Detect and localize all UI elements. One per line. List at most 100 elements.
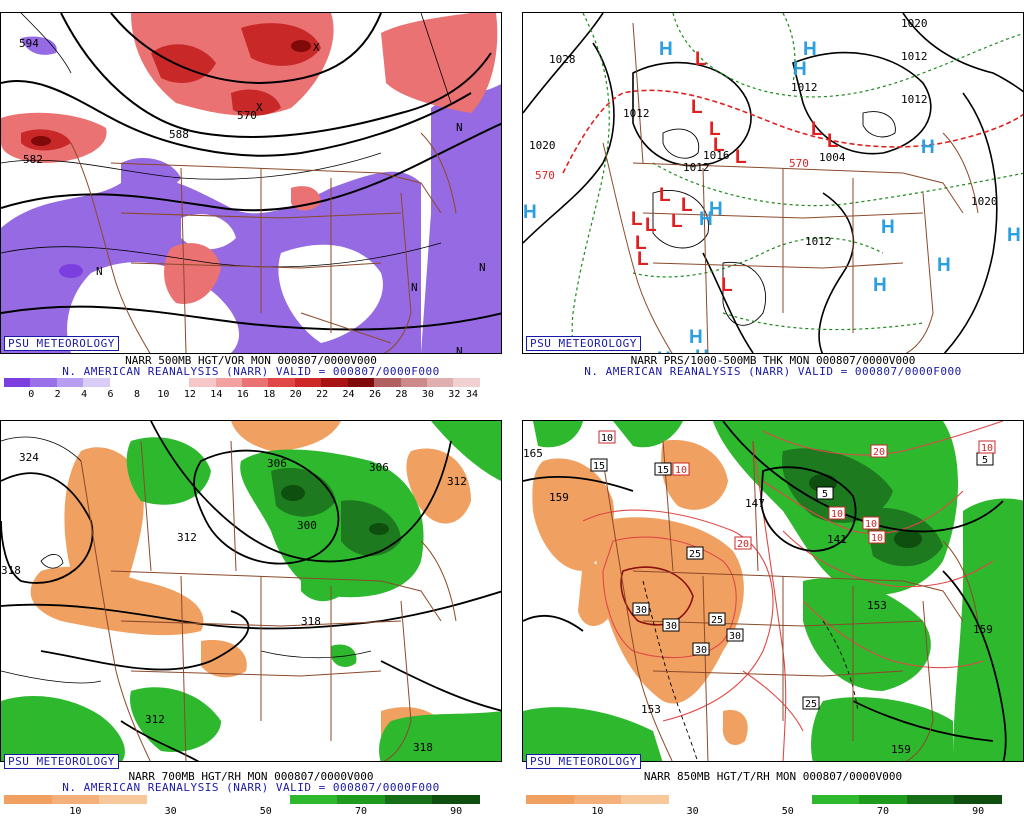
low-pressure-icon: L	[735, 147, 747, 168]
svg-text:5: 5	[982, 455, 988, 466]
colorbar-swatch	[716, 795, 764, 804]
colorbar-label: 20	[289, 389, 302, 400]
vorticity-colorbar-labels: 0 2 4 6 8 10 12 14 16 18 20 22 24 26 28 30 32 34	[4, 389, 480, 401]
contour-label: 147	[745, 497, 765, 510]
high-pressure-icon: H	[921, 137, 935, 158]
colorbar-label: 14	[210, 389, 223, 400]
contour-label: 318	[413, 741, 433, 754]
contour-label: 306	[267, 457, 287, 470]
contour-label: 153	[641, 703, 661, 716]
low-pressure-icon: L	[631, 209, 643, 230]
colorbar-swatch	[526, 795, 574, 804]
colorbar-swatch	[621, 795, 669, 804]
high-pressure-icon: H	[755, 352, 769, 354]
contour-label: 594	[19, 37, 39, 50]
low-pressure-icon: L	[637, 249, 649, 270]
contour-label: 153	[867, 599, 887, 612]
svg-text:20: 20	[873, 447, 885, 458]
high-pressure-icon: H	[881, 217, 895, 238]
vorticity-max-marker: X	[313, 41, 320, 54]
contour-label: 159	[891, 743, 911, 756]
vorticity-min-marker: N	[456, 121, 463, 134]
colorbar-swatch	[400, 378, 427, 387]
low-pressure-icon: L	[671, 211, 683, 232]
low-pressure-icon: L	[811, 119, 823, 140]
svg-text:20: 20	[737, 539, 749, 550]
contour-label: 306	[369, 461, 389, 474]
panel-valid-caption: N. AMERICAN REANALYSIS (NARR) VALID = 00…	[62, 781, 440, 794]
vorticity-min-marker: N	[456, 345, 463, 354]
temperature-label-box: 15	[590, 458, 608, 472]
colorbar-label: 2	[54, 389, 61, 400]
temperature-label-box: 30	[692, 642, 710, 656]
low-pressure-icon: L	[827, 131, 839, 152]
contour-label: 582	[23, 153, 43, 166]
colorbar-label: 30	[164, 806, 177, 817]
isobar-label: 1012	[683, 161, 710, 174]
colorbar-swatch	[162, 378, 190, 387]
colorbar-label: 90	[972, 806, 985, 817]
colorbar-swatch	[56, 378, 84, 387]
colorbar-label: 0	[28, 389, 35, 400]
low-pressure-icon: L	[645, 215, 657, 236]
colorbar-label: 4	[81, 389, 88, 400]
colorbar-label: 28	[395, 389, 408, 400]
thickness-label: 570	[789, 157, 809, 170]
colorbar-swatch	[573, 795, 622, 804]
colorbar-swatch	[146, 795, 195, 804]
low-pressure-icon: L	[709, 119, 721, 140]
temperature-label-box: 10	[862, 516, 880, 530]
isobar-label: 1012	[623, 107, 650, 120]
svg-text:10: 10	[981, 443, 993, 454]
colorbar-label: 70	[876, 806, 890, 817]
high-pressure-icon: H	[689, 327, 703, 348]
colorbar-label: 50	[781, 806, 794, 817]
isobar-label: 1020	[971, 195, 998, 208]
contour-label: 318	[301, 615, 321, 628]
colorbar-swatch	[83, 378, 110, 387]
temperature-label-box: 25	[802, 696, 820, 710]
colorbar-label: 24	[342, 389, 355, 400]
contour-label: 312	[145, 713, 165, 726]
colorbar-swatch	[136, 378, 163, 387]
high-pressure-icon: H	[657, 349, 671, 354]
panel-caption: NARR 850MB HGT/T/RH MON 000807/0000V000	[643, 770, 903, 783]
panel-pressure-thickness: 1028 1020 1012 1012 1012 1020 1012 570 5…	[522, 0, 1024, 402]
temperature-label-box: 20	[734, 536, 752, 550]
svg-text:10: 10	[601, 433, 613, 444]
colorbar-swatch	[99, 795, 147, 804]
isobar-label: 1020	[529, 139, 556, 152]
svg-text:15: 15	[657, 465, 669, 476]
temperature-label-box: 20	[870, 444, 888, 458]
colorbar-swatch	[859, 795, 907, 804]
temperature-label-box: 30	[726, 628, 744, 642]
colorbar-swatch	[51, 795, 100, 804]
rh-colorbar	[526, 795, 1002, 804]
colorbar-swatch	[432, 795, 480, 804]
svg-text:15: 15	[593, 461, 605, 472]
temperature-label-box: 10	[672, 462, 690, 476]
contour-label: 588	[169, 128, 189, 141]
colorbar-swatch	[763, 795, 812, 804]
colorbar-label: 16	[236, 389, 249, 400]
svg-text:5: 5	[822, 489, 828, 500]
panel-caption: NARR PRS/1000-500MB THK MON 000807/0000V…	[630, 354, 916, 367]
high-pressure-icon: H	[803, 39, 817, 60]
psu-meteorology-badge: PSU METEOROLOGY	[526, 336, 641, 351]
colorbar-label: 34	[465, 389, 479, 400]
isobar-label: 1028	[549, 53, 576, 66]
rh-colorbar-labels: 10 30 50 70 90	[526, 806, 1002, 818]
svg-text:25: 25	[711, 615, 723, 626]
colorbar-swatch	[241, 378, 269, 387]
high-pressure-icon: H	[659, 39, 673, 60]
colorbar-label: 32	[448, 389, 461, 400]
psu-meteorology-badge: PSU METEOROLOGY	[4, 336, 119, 351]
contour-label: 300	[297, 519, 317, 532]
colorbar-swatch	[668, 795, 717, 804]
colorbar-label: 18	[263, 389, 276, 400]
isobar-label: 1012	[791, 81, 818, 94]
contour-label: 570	[237, 109, 257, 122]
low-pressure-icon: L	[635, 233, 647, 254]
colorbar-label: 26	[368, 389, 382, 400]
panel-valid-caption: N. AMERICAN REANALYSIS (NARR) VALID = 00…	[62, 365, 440, 378]
